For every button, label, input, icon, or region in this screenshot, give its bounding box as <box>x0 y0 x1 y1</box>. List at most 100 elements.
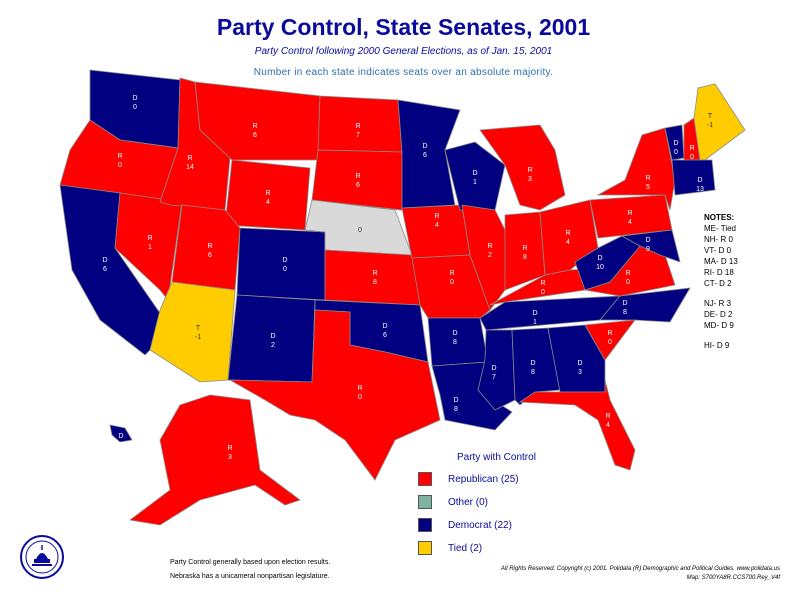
state-party: R <box>147 235 152 242</box>
state-party: R <box>207 243 212 250</box>
state-seats: 0 <box>450 279 454 286</box>
state-party: R <box>527 167 532 174</box>
state-party: D <box>472 170 477 177</box>
state-nc[interactable] <box>599 287 691 323</box>
state-seats: 8 <box>531 369 535 376</box>
note-line: ME- Tied <box>704 224 737 233</box>
state-hi[interactable] <box>109 424 133 443</box>
state-party: D <box>118 433 123 440</box>
state-mt[interactable] <box>194 81 321 161</box>
note-line: NH- R 0 <box>704 235 733 244</box>
state-ny[interactable] <box>596 127 676 211</box>
state-party: R <box>689 145 694 152</box>
state-party: R <box>625 270 630 277</box>
state-seats: 8 <box>454 406 458 413</box>
state-az[interactable] <box>149 281 236 383</box>
state-seats: 6 <box>253 132 257 139</box>
legend-swatch <box>418 541 432 555</box>
state-party: D <box>697 177 702 184</box>
state-party: R <box>627 210 632 217</box>
state-party: D <box>452 330 457 337</box>
label-az: T -1 <box>195 325 201 341</box>
state-mi[interactable] <box>479 124 566 211</box>
state-ga[interactable] <box>547 324 606 393</box>
state-md[interactable] <box>620 229 681 263</box>
state-seats: 2 <box>271 342 275 349</box>
state-seats: 1 <box>473 179 477 186</box>
page-title: Party Control, State Senates, 2001 <box>216 14 591 40</box>
label-wv: D 10 <box>596 255 604 271</box>
state-party: R <box>449 270 454 277</box>
state-seats: 4 <box>628 219 632 226</box>
capitol-seal-icon <box>20 535 64 579</box>
state-party: R <box>372 270 377 277</box>
state-party: R <box>355 173 360 180</box>
state-sc[interactable] <box>584 319 636 361</box>
state-seats: 0 <box>133 104 137 111</box>
state-seats: -1 <box>195 334 201 341</box>
state-seats: 3 <box>228 454 232 461</box>
state-ks[interactable] <box>324 249 421 306</box>
state-seats: 8 <box>373 279 377 286</box>
state-seats: 8 <box>453 339 457 346</box>
state-party: R <box>540 280 545 287</box>
state-seats: 4 <box>435 222 439 229</box>
label-ne: 0 <box>358 227 362 234</box>
legend-label: Tied (2) <box>448 542 483 554</box>
legend-item-democrat: Democrat (22) <box>418 518 512 532</box>
state-seats: 6 <box>103 266 107 273</box>
state-party: T <box>708 113 713 120</box>
legend-swatch <box>418 495 432 509</box>
state-seats: 8 <box>623 309 627 316</box>
copyright: All Rights Reserved. Copyright (c) 2001.… <box>480 565 780 583</box>
state-ak[interactable] <box>129 394 301 526</box>
state-seats: 6 <box>383 332 387 339</box>
state-party: R <box>487 243 492 250</box>
state-me[interactable] <box>693 83 746 161</box>
state-party: R <box>565 230 570 237</box>
state-fl[interactable] <box>518 379 636 471</box>
state-party: D <box>622 300 627 307</box>
state-tx[interactable] <box>229 309 441 481</box>
legend-item-republican: Republican (25) <box>418 472 519 486</box>
state-seats: 4 <box>606 422 610 429</box>
state-party: R <box>434 213 439 220</box>
legend-swatch <box>418 472 432 486</box>
state-seats: 4 <box>266 199 270 206</box>
legend-label: Democrat (22) <box>448 519 512 531</box>
state-co[interactable] <box>236 227 326 301</box>
state-seats: 6 <box>208 252 212 259</box>
legend-label: Other (0) <box>448 496 489 508</box>
state-ar[interactable] <box>427 317 489 367</box>
state-ma[interactable] <box>671 159 716 196</box>
state-party: D <box>645 237 650 244</box>
state-seats: 1 <box>148 244 152 251</box>
state-seats: 6 <box>423 152 427 159</box>
state-party: R <box>645 175 650 182</box>
footer-line: Nebraska has a unicameral nonpartisan le… <box>170 573 330 580</box>
note-line: NJ- R 3 <box>704 299 732 308</box>
state-party: D <box>532 310 537 317</box>
state-ut[interactable] <box>171 204 241 291</box>
state-sd[interactable] <box>311 149 403 211</box>
page-subtitle: Party Control following 2000 General Ele… <box>254 46 553 57</box>
state-party: D <box>282 257 287 264</box>
state-wi[interactable] <box>444 141 506 211</box>
